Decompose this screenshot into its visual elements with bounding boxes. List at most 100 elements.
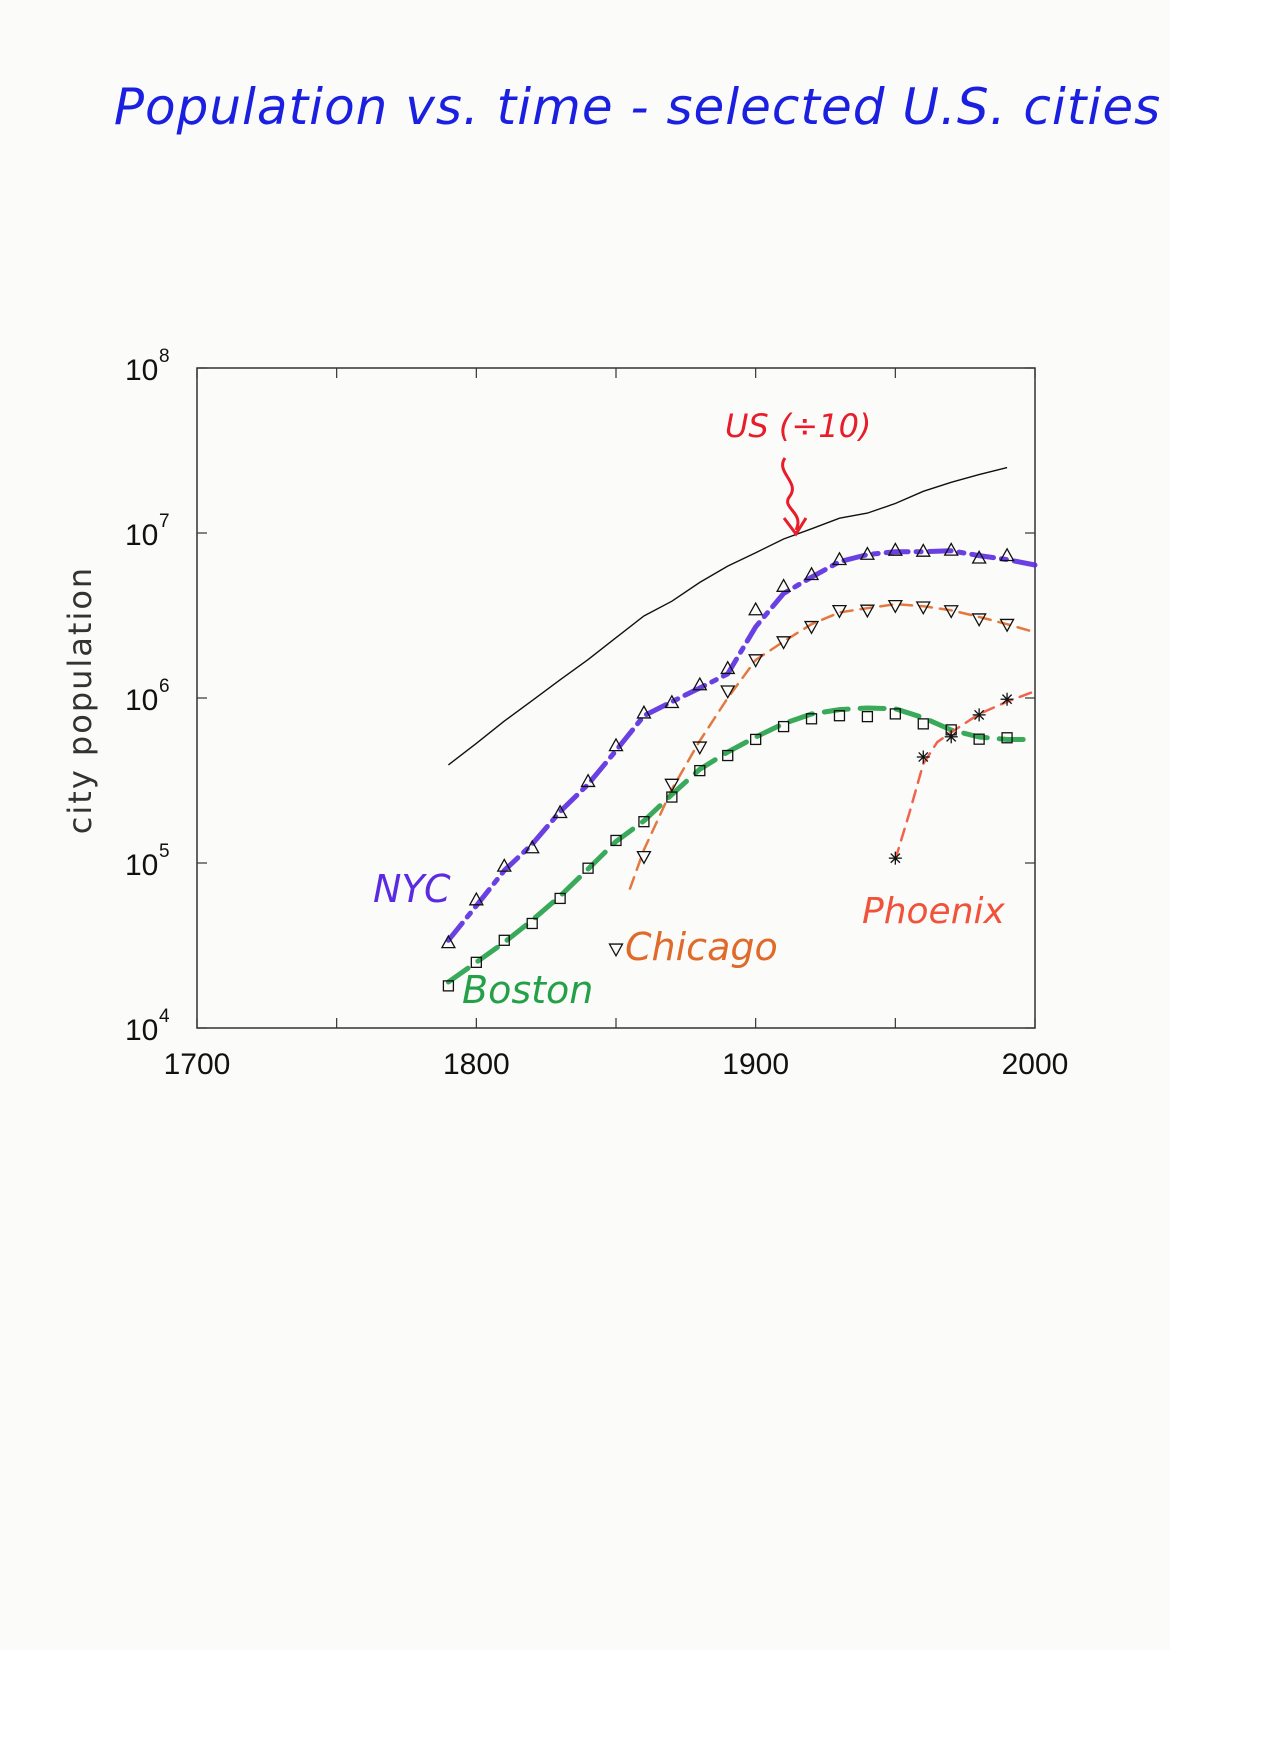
data-point-chicago	[720, 685, 736, 700]
data-point-boston	[1001, 732, 1013, 744]
asterisk-stroke	[974, 709, 985, 720]
y-tick-base: 10	[125, 1014, 158, 1047]
y-tick-label: 10 6	[125, 676, 170, 717]
asterisk-stroke	[1002, 694, 1013, 705]
x-tick-label: 1900	[722, 1048, 789, 1081]
data-point-nyc	[803, 566, 820, 581]
series-phoenix	[888, 692, 1014, 865]
data-point-nyc	[664, 694, 680, 709]
data-point-chicago	[692, 741, 708, 756]
axis-ticks	[196, 367, 1036, 1029]
y-tick-base: 10	[125, 684, 158, 717]
y-tick-label: 10 5	[125, 841, 170, 882]
x-tick-labels: 1700 1800 1900 2000	[164, 1048, 1069, 1081]
data-point-nyc	[636, 704, 652, 719]
data-point-phoenix	[972, 708, 986, 722]
data-point-chicago	[915, 601, 931, 616]
data-point-nyc	[608, 737, 624, 752]
y-tick-base: 10	[125, 354, 158, 387]
data-point-boston	[777, 720, 790, 733]
data-point-boston	[750, 733, 762, 746]
trend-line-nyc	[445, 548, 1038, 943]
asterisk-stroke	[918, 751, 929, 763]
data-point-chicago	[943, 605, 959, 619]
annotation-boston: Boston	[462, 968, 593, 1012]
data-point-chicago	[999, 618, 1015, 633]
data-point-nyc	[552, 804, 568, 819]
data-point-chicago	[608, 943, 624, 958]
data-point-nyc	[496, 858, 512, 872]
data-point-boston	[889, 708, 901, 720]
data-point-chicago	[887, 599, 903, 614]
annotation-phoenix: Phoenix	[862, 891, 1006, 932]
annotation-chicago: Chicago	[625, 925, 778, 969]
y-tick-exponent: 7	[159, 511, 170, 532]
y-tick-exponent: 8	[159, 346, 170, 367]
data-point-chicago	[859, 604, 876, 619]
data-point-phoenix	[916, 750, 930, 764]
data-point-boston	[582, 862, 594, 874]
data-point-nyc	[999, 547, 1015, 562]
y-tick-exponent: 4	[159, 1006, 170, 1027]
series-nyc	[440, 542, 1015, 949]
data-point-chicago	[831, 604, 848, 619]
trend-line-chicago	[628, 602, 1037, 890]
chart-title: Population vs. time - selected U.S. citi…	[113, 78, 1162, 136]
x-tick-label: 2000	[1002, 1048, 1069, 1081]
data-point-nyc	[440, 934, 457, 949]
data-point-nyc	[580, 773, 596, 788]
series-line-us	[447, 466, 1008, 766]
data-point-boston	[694, 764, 706, 777]
x-tick-label: 1800	[443, 1048, 510, 1081]
annotations: US (÷10) NYC Chicago Boston Phoenix	[373, 407, 1006, 1012]
x-tick-label: 1700	[164, 1048, 231, 1081]
data-point-chicago	[748, 654, 764, 668]
data-point-nyc	[692, 676, 708, 691]
data-point-nyc	[748, 601, 764, 616]
data-point-nyc	[887, 542, 903, 556]
data-point-boston	[805, 713, 818, 725]
series-boston	[442, 708, 1013, 992]
data-point-boston	[610, 834, 622, 847]
data-point-chicago	[775, 636, 792, 650]
trend-line-boston	[445, 705, 1038, 985]
paper-background	[0, 0, 1170, 1650]
y-tick-label: 10 4	[125, 1006, 170, 1047]
data-point-phoenix	[1000, 692, 1014, 706]
y-tick-exponent: 6	[159, 676, 170, 697]
y-tick-base: 10	[125, 519, 158, 552]
data-point-chicago	[664, 778, 680, 793]
annotation-us: US (÷10)	[725, 407, 871, 445]
data-point-boston	[833, 710, 846, 722]
data-point-nyc	[468, 891, 484, 906]
data-point-boston	[638, 816, 650, 828]
data-point-nyc	[943, 542, 959, 556]
data-point-chicago	[803, 620, 820, 635]
data-point-boston	[526, 917, 538, 930]
data-series	[440, 466, 1015, 992]
data-point-nyc	[915, 543, 931, 557]
asterisk-stroke	[946, 731, 957, 742]
data-point-boston	[666, 791, 678, 803]
data-point-boston	[442, 980, 455, 992]
y-tick-exponent: 5	[159, 841, 170, 862]
data-point-boston	[861, 710, 874, 723]
y-tick-label: 10 7	[125, 511, 170, 552]
data-point-nyc	[971, 549, 987, 564]
data-point-boston	[722, 749, 734, 762]
data-point-nyc	[831, 551, 848, 566]
series-us	[447, 466, 1008, 766]
y-tick-base: 10	[125, 849, 158, 882]
data-point-nyc	[859, 546, 876, 560]
annotation-nyc: NYC	[373, 867, 451, 911]
asterisk-stroke	[890, 853, 901, 864]
data-point-chicago	[636, 850, 652, 865]
data-point-nyc	[524, 839, 540, 854]
data-point-phoenix	[944, 730, 958, 744]
data-point-nyc	[775, 578, 792, 592]
data-point-nyc	[720, 660, 736, 675]
series-chicago	[608, 599, 1015, 958]
data-point-phoenix	[888, 851, 902, 865]
